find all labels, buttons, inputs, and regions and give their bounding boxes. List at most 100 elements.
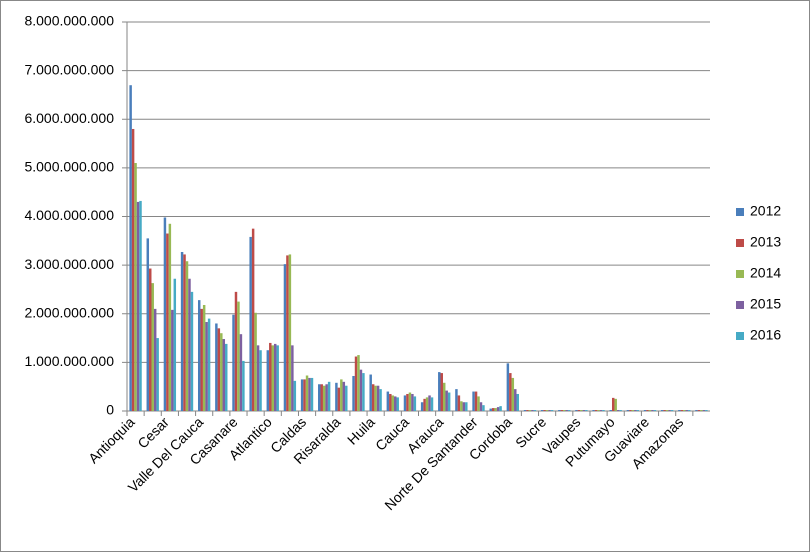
bar	[322, 385, 326, 411]
bar	[565, 410, 568, 411]
legend-swatch	[736, 332, 744, 340]
bar	[234, 291, 238, 411]
bar	[653, 410, 657, 411]
bar	[173, 278, 177, 411]
bar	[318, 384, 321, 411]
bar	[200, 308, 203, 411]
bar	[156, 338, 159, 411]
bar	[251, 228, 255, 411]
bar	[599, 410, 603, 411]
bar	[619, 410, 622, 411]
bar	[558, 410, 561, 411]
bar	[602, 410, 605, 411]
bar	[188, 278, 191, 411]
bar	[256, 345, 260, 411]
bar	[609, 410, 612, 411]
bar	[207, 318, 211, 411]
bar	[220, 333, 223, 411]
bar	[567, 410, 571, 411]
bar	[511, 377, 515, 411]
bar	[136, 201, 140, 411]
bar	[320, 384, 323, 411]
bar	[477, 396, 480, 411]
bar	[705, 410, 708, 411]
bar	[369, 374, 372, 411]
bar	[585, 410, 588, 411]
bar	[376, 385, 380, 411]
bar	[425, 397, 429, 411]
legend-label: 2016	[750, 327, 781, 343]
bar	[648, 410, 652, 411]
bar	[300, 379, 304, 411]
bar	[396, 397, 399, 411]
bar	[489, 408, 492, 411]
bar	[479, 402, 483, 411]
bar	[420, 402, 424, 411]
bar	[668, 410, 671, 411]
bar	[205, 322, 208, 411]
bar	[131, 128, 135, 411]
bar	[440, 373, 443, 411]
bar	[340, 379, 343, 411]
y-tick-label: 5.000.000.000	[24, 159, 114, 175]
bar	[239, 334, 243, 411]
bar	[626, 410, 630, 411]
bar	[286, 255, 289, 411]
bar	[697, 410, 701, 411]
bar	[496, 407, 500, 411]
bar	[482, 405, 485, 411]
bar	[352, 375, 355, 411]
legend-label: 2015	[750, 296, 781, 312]
bar	[597, 410, 600, 411]
bar	[151, 283, 154, 411]
bar	[685, 410, 688, 411]
bar	[386, 391, 390, 411]
bar	[700, 410, 703, 411]
bar	[563, 410, 566, 411]
bar	[687, 410, 691, 411]
bar	[149, 268, 152, 411]
bar	[342, 381, 346, 411]
bar	[232, 314, 235, 411]
bar	[134, 163, 137, 411]
bar	[259, 350, 262, 411]
y-tick-label: 6.000.000.000	[24, 110, 114, 126]
bar	[225, 343, 228, 411]
bar	[185, 261, 189, 411]
bar	[457, 395, 461, 411]
bar	[665, 410, 669, 411]
bar	[327, 381, 331, 411]
bar	[288, 254, 292, 411]
bar	[651, 410, 654, 411]
bar	[634, 410, 637, 411]
bar	[413, 396, 417, 411]
bar	[337, 387, 341, 411]
bar	[273, 343, 277, 411]
bar	[430, 397, 434, 411]
bar	[516, 393, 519, 411]
bar	[242, 360, 245, 411]
bar	[354, 356, 358, 411]
bar	[379, 389, 382, 411]
bar	[514, 389, 517, 411]
bar	[325, 384, 328, 411]
bar	[438, 372, 441, 411]
bar	[499, 406, 502, 411]
legend-label: 2013	[750, 234, 781, 250]
y-tick-label: 7.000.000.000	[24, 61, 114, 77]
bar	[526, 410, 529, 411]
bar	[548, 410, 551, 411]
bar	[371, 384, 375, 411]
bar	[411, 393, 414, 411]
bar	[472, 391, 475, 411]
bar	[540, 410, 544, 411]
bar	[163, 217, 167, 411]
bar	[202, 304, 206, 411]
bar	[197, 300, 201, 411]
bar	[594, 410, 598, 411]
bar	[180, 251, 184, 411]
bar	[139, 200, 142, 411]
y-tick-label: 1.000.000.000	[24, 353, 114, 369]
bar	[391, 395, 395, 411]
